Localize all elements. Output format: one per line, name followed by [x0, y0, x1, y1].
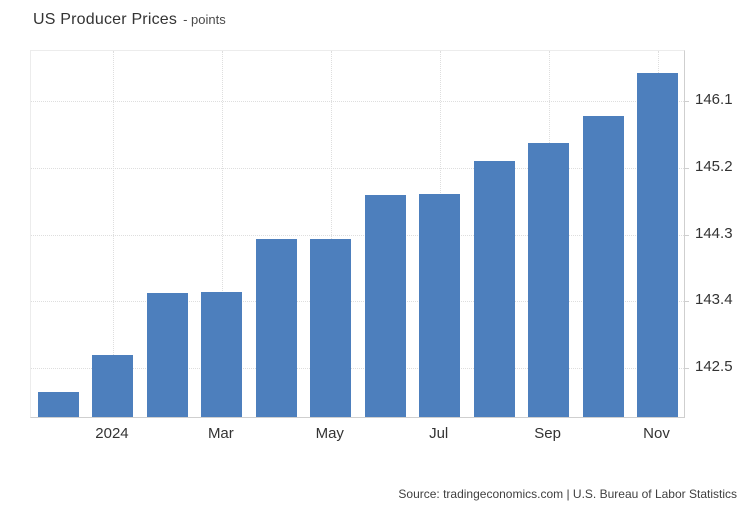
y-tick-label: 145.2 — [695, 158, 733, 176]
bar — [637, 73, 678, 417]
y-axis-tick — [684, 168, 689, 170]
y-axis-tick — [684, 101, 689, 103]
y-tick-label: 146.1 — [695, 91, 733, 109]
gridline-v — [330, 51, 332, 417]
bar — [310, 239, 352, 417]
gridline-h — [31, 368, 684, 370]
bar — [528, 142, 570, 417]
bar — [419, 194, 461, 417]
chart-subtitle: - points — [183, 12, 226, 27]
x-tick-label: 2024 — [95, 425, 129, 442]
gridline-h — [31, 301, 684, 303]
y-tick-label: 142.5 — [695, 358, 733, 376]
plot-area — [30, 50, 689, 418]
gridline-h — [31, 168, 684, 170]
chart-title: US Producer Prices — [33, 11, 178, 28]
gridline-v — [221, 51, 223, 417]
gridline-h — [31, 234, 684, 236]
y-tick-label: 143.4 — [695, 291, 733, 309]
bar — [255, 239, 297, 417]
x-tick-label: Sep — [534, 425, 561, 442]
x-tick-label: May — [315, 425, 344, 442]
bar — [38, 391, 79, 417]
source-note: Source: tradingeconomics.com | U.S. Bure… — [398, 487, 737, 501]
y-tick-label: 144.3 — [695, 224, 733, 242]
gridline-h — [31, 101, 684, 103]
bar — [473, 161, 515, 417]
y-axis-tick — [684, 368, 689, 370]
x-tick-label: Jul — [429, 425, 449, 442]
x-tick-label: Nov — [643, 425, 670, 442]
bar — [92, 354, 134, 417]
bar — [201, 291, 243, 417]
y-axis-tick — [684, 234, 689, 236]
gridline-v — [112, 51, 114, 417]
y-axis-tick — [684, 301, 689, 303]
bar — [364, 195, 406, 417]
bar — [582, 116, 624, 417]
chart-header: US Producer Prices - points — [33, 11, 226, 29]
x-tick-label: Mar — [207, 425, 234, 442]
bar — [146, 293, 188, 417]
